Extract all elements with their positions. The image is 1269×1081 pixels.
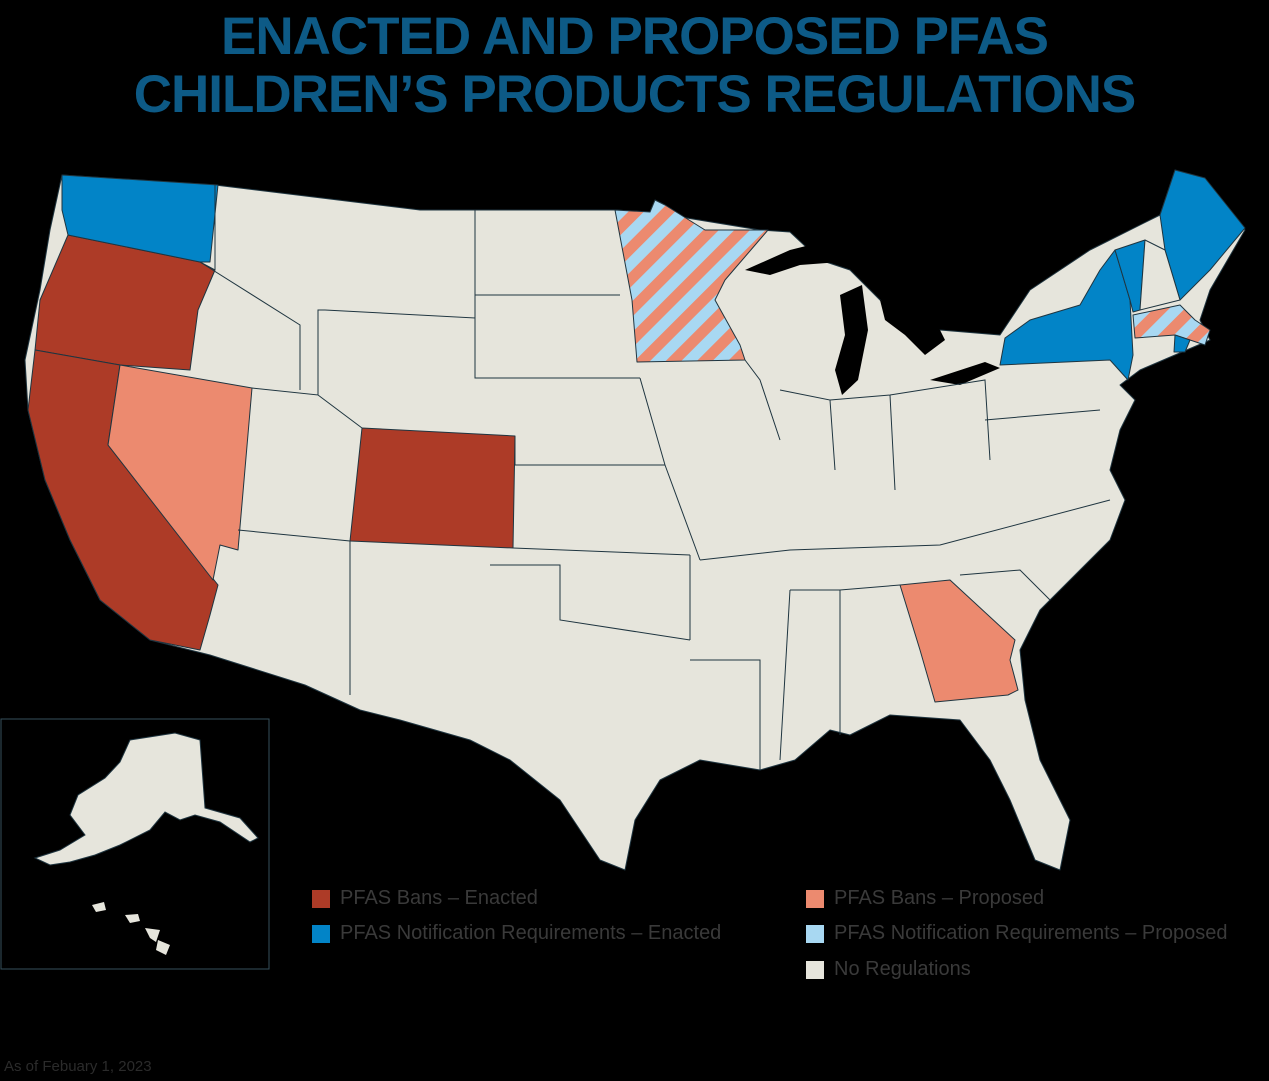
state-borders [199,185,1111,770]
lake-huron [880,300,945,355]
legend-swatch-notification-proposed [806,924,824,943]
legend-label-bans-proposed: PFAS Bans – Proposed [834,887,1045,909]
legend-label-notification-enacted: PFAS Notification Requirements – Enacted [340,922,722,944]
state-colorado [349,427,516,549]
legend-bans-enacted: PFAS Bans – Enacted [312,887,538,910]
state-hawaii-4 [156,940,170,955]
title-line-1: ENACTED AND PROPOSED PFAS [220,7,1049,66]
state-hawaii-2 [125,914,140,923]
state-hawaii-3 [145,928,160,942]
lake-superior [745,240,860,275]
legend-swatch-bans-proposed [806,889,824,908]
title-line-2: CHILDREN’S PRODUCTS REGULATIONS [133,65,1137,124]
legend-swatch-notification-enacted [312,924,330,943]
alaska-inset [0,718,270,970]
legend-swatch-no-regulations [806,960,824,979]
legend-label-bans-enacted: PFAS Bans – Enacted [340,887,538,909]
state-hawaii-1 [92,902,106,912]
lake-michigan [835,285,868,395]
map-title: ENACTED AND PROPOSED PFAS CHILDREN’S PRO… [0,8,1269,124]
lake-erie [930,362,1000,385]
as-of-date: As of Febuary 1, 2023 [4,1058,152,1075]
state-georgia [899,579,1019,703]
legend-swatch-bans-enacted [312,889,330,908]
legend-no-regulations: No Regulations [806,958,971,981]
legend-bans-proposed: PFAS Bans – Proposed [806,887,1044,910]
legend-label-notification-proposed: PFAS Notification Requirements – Propose… [834,922,1228,944]
state-vermont [1114,239,1146,313]
state-minnesota [614,199,769,363]
state-alaska [33,732,259,866]
state-new-hampshire [1139,239,1181,311]
state-rhode-island [1173,334,1191,353]
legend-label-no-regulations: No Regulations [834,958,971,980]
legend-notification-proposed: PFAS Notification Requirements – Propose… [806,922,1228,945]
legend-notification-enacted: PFAS Notification Requirements – Enacted [312,922,721,945]
state-massachusetts [1132,304,1211,346]
